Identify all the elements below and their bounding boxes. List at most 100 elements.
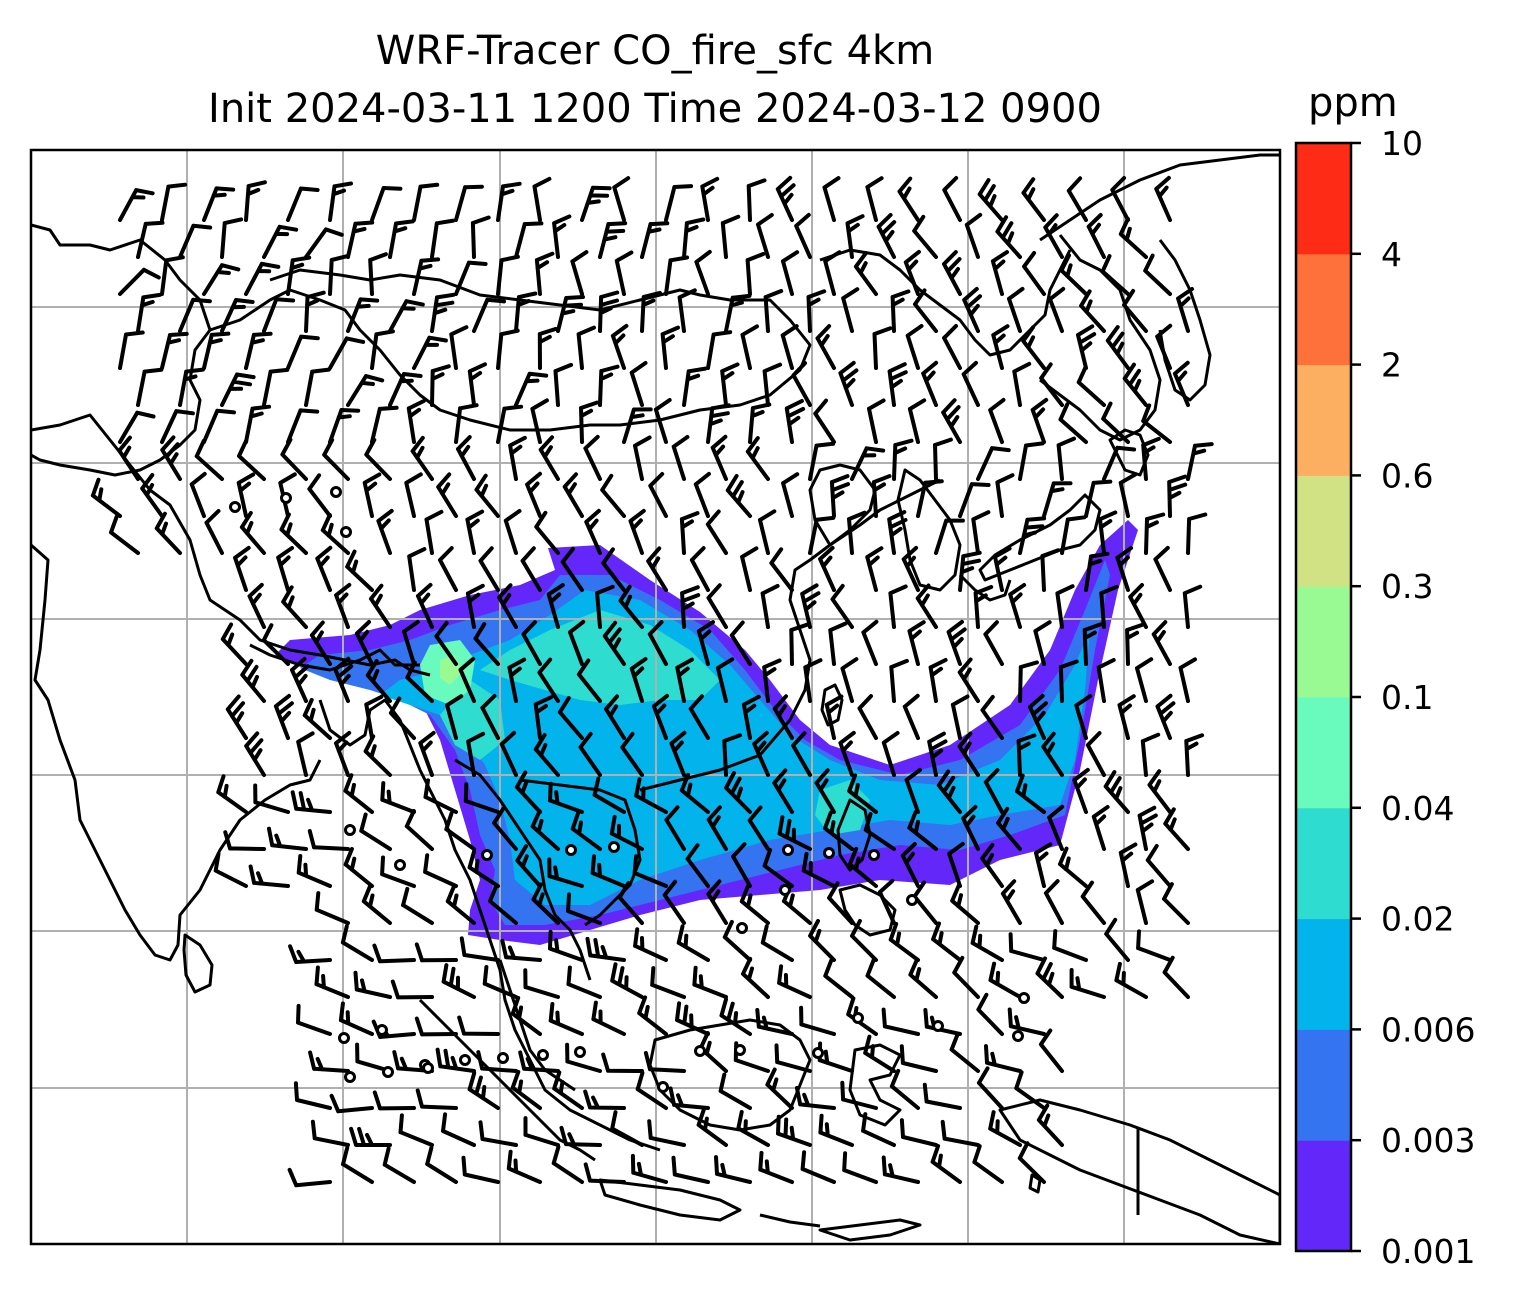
wind-barb (416, 582, 434, 629)
wind-barb (465, 509, 485, 555)
wind-barb (1079, 289, 1106, 333)
wind-barb (847, 846, 878, 888)
wind-barb (1018, 516, 1047, 555)
wind-barb (472, 297, 506, 333)
wind-barb (949, 1032, 980, 1073)
wind-barb (353, 970, 392, 999)
wind-barb (1034, 842, 1053, 888)
wind-barb (760, 924, 794, 962)
wind-barb (372, 1090, 416, 1111)
wind-barb (359, 812, 392, 851)
wind-barb (1182, 584, 1203, 629)
korea (896, 468, 962, 592)
wind-barb (980, 843, 1004, 888)
wind-barb (320, 513, 350, 555)
wind-barb (1155, 693, 1176, 740)
wind-barb (724, 293, 752, 333)
wind-barb (412, 182, 440, 222)
wind-barb (601, 1052, 644, 1073)
wind-barb (664, 805, 686, 851)
wind-barb (780, 324, 799, 370)
wind-barb (410, 435, 434, 481)
wind-barb (346, 297, 380, 333)
wind-barb (664, 184, 694, 222)
wind-barb (693, 471, 711, 518)
calm-wind-marker (459, 1054, 471, 1066)
wind-barb (565, 1042, 602, 1073)
wind-barb (983, 768, 1004, 814)
wind-barb (1162, 882, 1190, 925)
wind-barb (1076, 365, 1106, 407)
map-subtitle: Init 2024-03-11 1200 Time 2024-03-12 090… (208, 86, 1102, 132)
china-east-coast (639, 478, 941, 792)
wind-barb (136, 292, 162, 333)
wind-barb (988, 961, 1022, 999)
wind-barb (346, 220, 375, 259)
wind-barb (958, 482, 991, 518)
wind-barb (1084, 479, 1113, 518)
calm-wind-marker (823, 847, 835, 859)
wind-barb (1084, 551, 1110, 592)
wind-barb (288, 944, 332, 964)
wind-barb (117, 435, 140, 481)
wind-barb (423, 778, 458, 814)
wind-barb (1018, 441, 1045, 481)
wind-barb (715, 657, 735, 703)
wind-barb (376, 508, 394, 555)
wind-barb (889, 1068, 920, 1110)
wind-barb (682, 366, 708, 407)
calm-wind-marker (565, 844, 577, 856)
wind-barb (404, 472, 423, 518)
wind-barb (614, 250, 634, 296)
wind-barb (758, 1150, 794, 1184)
wind-barb (244, 404, 272, 444)
wind-barb (425, 1145, 458, 1184)
wind-barb (441, 1112, 476, 1147)
wind-barb (328, 408, 361, 444)
wind-barb (752, 730, 770, 777)
wind-barb (908, 957, 938, 999)
wind-barb (662, 879, 686, 925)
wind-barb (801, 852, 836, 888)
wind-barb (454, 184, 484, 222)
wind-barb (467, 362, 487, 407)
wind-barb (1059, 253, 1088, 296)
wind-barb (293, 1081, 332, 1110)
wind-barb (696, 1107, 728, 1147)
wind-barb (216, 774, 248, 814)
wind-barb (281, 585, 308, 629)
lesser-sunda (759, 1213, 821, 1228)
wind-barb (534, 251, 555, 296)
wind-barb (533, 695, 553, 740)
wind-barb (637, 995, 668, 1036)
wind-barb (398, 1113, 434, 1147)
wind-barb (946, 619, 967, 666)
wind-barb (829, 474, 850, 518)
wind-barb (976, 446, 1011, 481)
wind-barb (865, 546, 884, 592)
map-title: WRF-Tracer CO_fire_sfc 4km (375, 28, 935, 74)
wind-barb (671, 435, 690, 481)
wind-barb (772, 768, 794, 814)
wind-barb (720, 362, 740, 407)
wind-barb (537, 657, 560, 703)
wind-barb (518, 1050, 560, 1073)
wind-barb (388, 299, 425, 333)
wind-barb (651, 693, 669, 740)
wind-barb (412, 335, 448, 370)
wind-barb (815, 324, 836, 370)
wind-barb (202, 186, 236, 222)
wind-barb (991, 324, 1010, 370)
wind-barb (1135, 879, 1155, 925)
wind-barb (731, 842, 752, 888)
colorbar-ticks: 0.001 0.003 0.006 0.02 0.04 0.1 0.3 0.6 2 4 10 (1351, 124, 1475, 1271)
wind-barb (136, 220, 165, 259)
wind-barb (430, 292, 456, 333)
wind-barb (922, 1082, 962, 1110)
small-island (1028, 1173, 1042, 1194)
wind-barb (942, 324, 962, 370)
wind-barb (996, 806, 1022, 851)
wind-barb (604, 694, 626, 740)
wind-barb (368, 252, 388, 296)
wind-barb (304, 227, 344, 259)
